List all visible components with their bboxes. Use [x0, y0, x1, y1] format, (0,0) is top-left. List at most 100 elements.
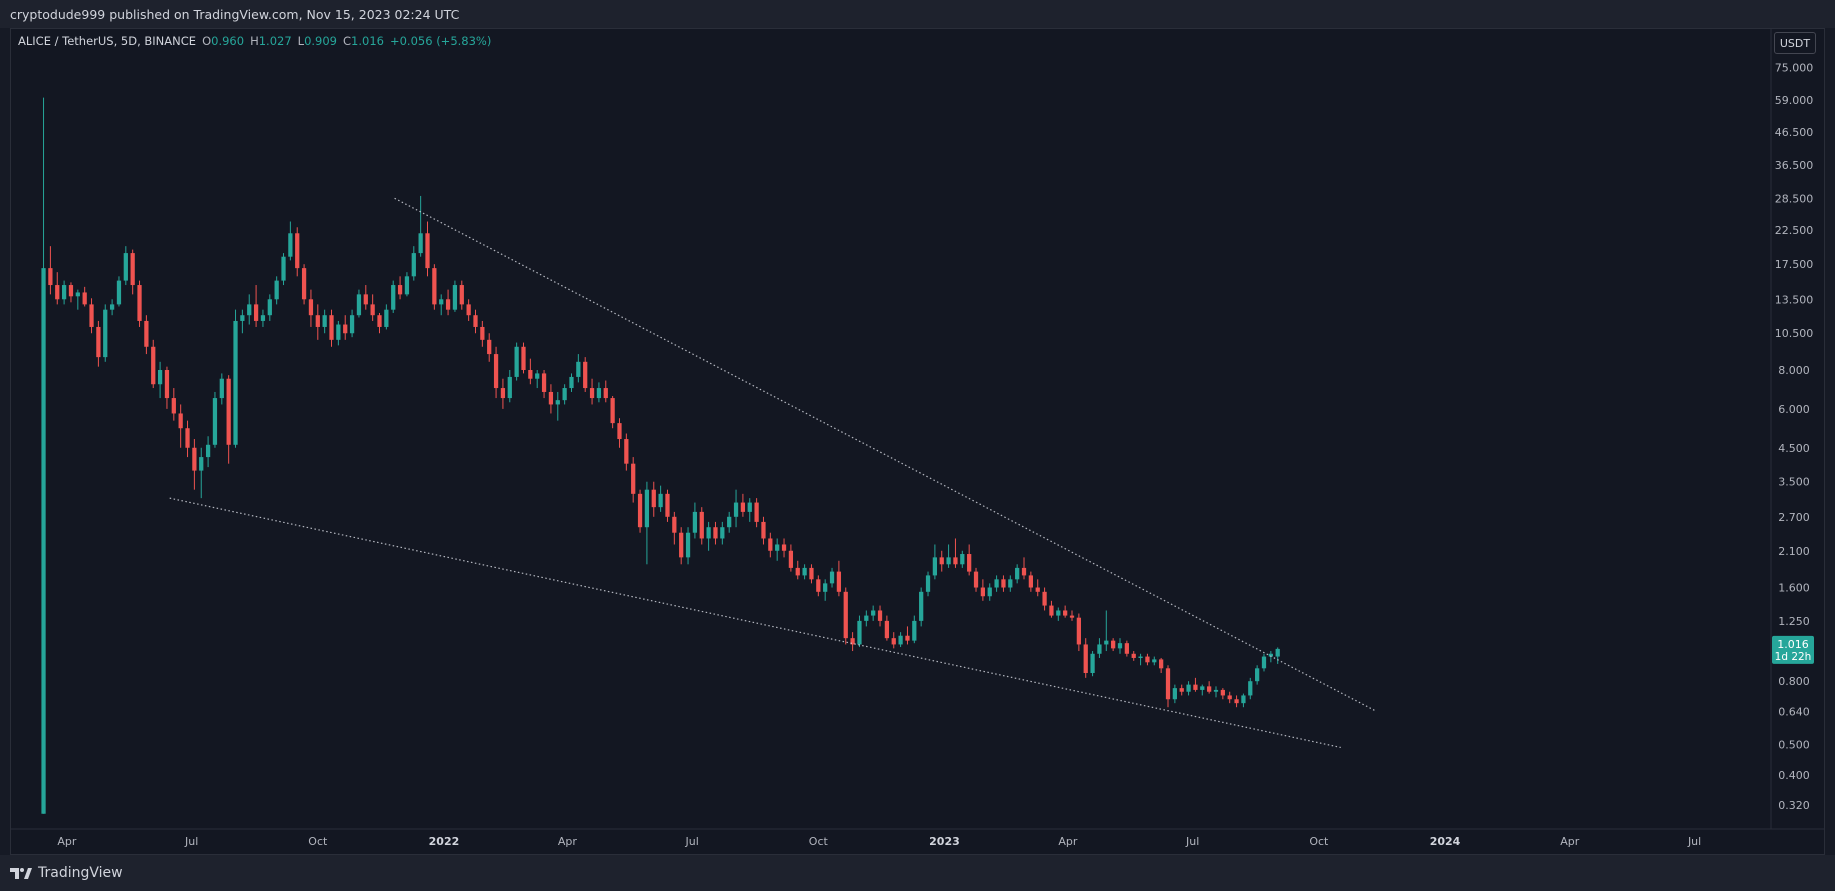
candle-body: [953, 557, 958, 565]
candle-body: [260, 315, 266, 321]
trendlines-group: [169, 197, 1377, 749]
candle-body: [569, 376, 574, 389]
candle-body: [178, 413, 183, 429]
candle-body: [1069, 615, 1075, 618]
price-tick-label: 22.500: [1775, 224, 1814, 237]
candle-body: [596, 388, 602, 399]
candle-body: [459, 285, 464, 305]
candle-body: [939, 557, 944, 565]
candle-body: [761, 521, 766, 539]
publish-info-header: cryptodude999 published on TradingView.c…: [0, 0, 1835, 28]
price-tick-label: 3.500: [1778, 476, 1810, 489]
candle-body: [48, 268, 53, 286]
candle-body: [487, 339, 492, 355]
candle-body: [123, 253, 128, 281]
candle-body: [466, 304, 471, 316]
candle-body: [850, 638, 855, 645]
price-tick-label: 0.800: [1778, 675, 1810, 688]
chart-pane[interactable]: [10, 28, 1825, 855]
tradingview-brand[interactable]: TradingView: [38, 865, 123, 881]
candle-body: [322, 315, 327, 327]
candle-body: [267, 299, 272, 316]
price-axis: 0.320 0.400 0.500 0.640 0.800 1.250 1.600 2.100…: [1775, 62, 1814, 813]
candle-body: [1145, 656, 1150, 663]
candle-body: [1241, 695, 1246, 704]
price-tick-label: 1.250: [1778, 615, 1810, 628]
price-tick-label: 2.100: [1778, 545, 1810, 558]
last-price-box: [1772, 635, 1814, 664]
candle-body: [192, 447, 197, 471]
candle-body: [1268, 653, 1273, 657]
candle-body: [912, 620, 917, 641]
candle-body: [315, 315, 320, 327]
candle-body: [137, 285, 142, 321]
candle-body: [1255, 668, 1260, 682]
candle-body: [384, 309, 389, 327]
candle-body: [336, 324, 341, 340]
high-label: H: [250, 34, 259, 48]
candle-body: [480, 326, 485, 340]
candle-body: [199, 457, 204, 471]
price-tick-label: 0.640: [1778, 705, 1810, 718]
candle-body: [836, 571, 842, 592]
price-tick-label: 28.500: [1775, 192, 1814, 205]
candle-body: [980, 587, 986, 597]
candle-body: [1111, 640, 1116, 649]
price-tick-label: 10.500: [1775, 327, 1814, 340]
candle-body: [679, 532, 684, 558]
candlestick-chart[interactable]: 0.320 0.400 0.500 0.640 0.800 1.250 1.600 2.100…: [0, 0, 1835, 855]
price-tick-label: 0.500: [1778, 739, 1810, 752]
trendline: [169, 497, 1341, 749]
candle-body: [363, 294, 368, 305]
candle-body: [692, 511, 698, 533]
price-tick-label: 2.700: [1778, 511, 1810, 524]
currency-button[interactable]: USDT: [1774, 32, 1816, 54]
price-tick-label: 8.000: [1778, 364, 1810, 377]
candle-body: [898, 635, 903, 645]
candle-body: [665, 493, 670, 517]
price-tick-label: 75.000: [1775, 62, 1814, 75]
candle-body: [185, 428, 190, 448]
candle-body: [589, 388, 595, 399]
candle-body: [967, 554, 972, 572]
tradingview-logo-icon[interactable]: [10, 866, 32, 880]
candle-body: [562, 388, 567, 401]
publish-info-text: cryptodude999 published on TradingView.c…: [10, 6, 460, 22]
close-label: C: [343, 34, 352, 48]
candle-body: [1172, 688, 1177, 700]
candle-body: [802, 567, 807, 576]
candle-body: [1008, 579, 1013, 588]
candle-body: [1152, 659, 1157, 663]
candle-body: [1076, 617, 1081, 645]
candle-body: [548, 391, 554, 405]
time-tick-label: Jul: [1687, 835, 1701, 848]
candle-body: [541, 373, 547, 392]
candle-body: [1001, 579, 1006, 588]
candle-body: [747, 502, 752, 512]
candle-body: [274, 280, 279, 300]
candle-body: [1275, 648, 1280, 657]
time-tick-label: Apr: [558, 835, 578, 848]
candle-body: [418, 233, 423, 254]
price-tick-label: 0.400: [1778, 769, 1810, 782]
candle-body: [1207, 686, 1212, 692]
candle-body: [857, 620, 862, 645]
candle-body: [1213, 689, 1219, 692]
candle-body: [1083, 644, 1088, 674]
candle-body: [1234, 699, 1239, 704]
candle-body: [1021, 567, 1027, 576]
candle-body: [55, 285, 60, 300]
candle-body: [343, 324, 348, 334]
candle-body: [493, 354, 499, 389]
candle-body: [445, 299, 451, 310]
candle-body: [733, 502, 739, 517]
symbol-name[interactable]: ALICE / TetherUS, 5D, BINANCE: [18, 34, 197, 48]
open-value: 0.960: [211, 34, 245, 48]
candle-body: [919, 591, 924, 621]
candle-body: [1104, 640, 1109, 645]
candle-body: [994, 579, 999, 588]
candle-body: [843, 591, 848, 639]
candle-body: [96, 326, 101, 358]
time-tick-label: Jul: [184, 835, 198, 848]
